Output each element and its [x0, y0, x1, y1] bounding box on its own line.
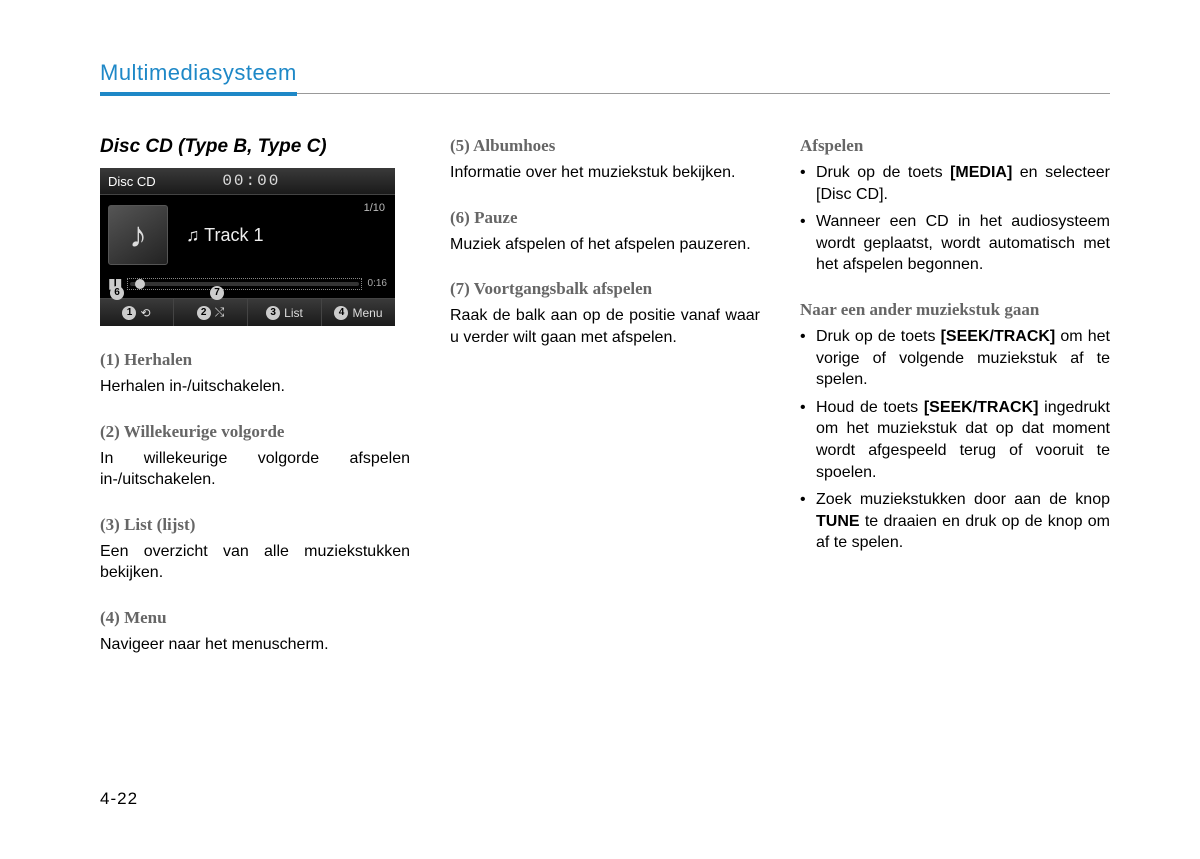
- afspelen-item-1: Druk op de toets [MEDIA] en selecteer [D…: [800, 162, 1110, 205]
- naar-item-1: Druk op de toets [SEEK/TRACK] om het vor…: [800, 326, 1110, 391]
- naar-heading: Naar een ander muziekstuk gaan: [800, 300, 1110, 320]
- music-note-icon: ♪: [129, 214, 147, 256]
- progress-row: ▮▮ 0:16: [100, 271, 395, 298]
- list-button: 3 List: [248, 299, 322, 326]
- page-header: Multimediasysteem: [100, 60, 1110, 96]
- legend-5-heading: (5) Albumhoes: [450, 136, 760, 156]
- callout-6: 6: [110, 286, 124, 300]
- legend-3-heading: (3) List (lijst): [100, 515, 410, 535]
- legend-2-heading: (2) Willekeurige volgorde: [100, 422, 410, 442]
- shuffle-button: 2 ⤭: [174, 299, 248, 326]
- shuffle-icon: ⤭: [215, 305, 225, 320]
- screenshot-bottombar: 1 ⟲ 2 ⤭ 3 List 4 Menu: [100, 298, 395, 326]
- naar-item-2: Houd de toets [SEEK/TRACK] ingedrukt om …: [800, 397, 1110, 483]
- manual-page: Multimediasysteem Disc CD (Type B, Type …: [0, 0, 1200, 696]
- menu-button: 4 Menu: [322, 299, 395, 326]
- legend-6-text: Muziek afspelen of het afspelen pauzeren…: [450, 234, 760, 256]
- legend-3-text: Een overzicht van alle muziekstukken bek…: [100, 541, 410, 584]
- progress-bar-container: [127, 278, 361, 290]
- disc-cd-screenshot: 5 6 7 Disc CD 00:00 1/10 ♪ ♫ Track 1 ▮▮: [100, 168, 395, 326]
- legend-6-heading: (6) Pauze: [450, 208, 760, 228]
- progress-knob: [135, 279, 145, 289]
- column-2: (5) Albumhoes Informatie over het muziek…: [450, 136, 760, 656]
- repeat-button: 1 ⟲: [100, 299, 174, 326]
- clock: 00:00: [222, 172, 280, 190]
- legend-7-heading: (7) Voortgangsbalk afspelen: [450, 279, 760, 299]
- header-rule: [297, 93, 1110, 94]
- track-count: 1/10: [364, 202, 385, 214]
- column-1: Disc CD (Type B, Type C) 5 6 7 Disc CD 0…: [100, 136, 410, 656]
- callout-7: 7: [210, 286, 224, 300]
- naar-list: Druk op de toets [SEEK/TRACK] om het vor…: [800, 326, 1110, 554]
- afspelen-item-2: Wanneer een CD in het audiosysteem wordt…: [800, 211, 1110, 276]
- source-label: Disc CD: [108, 174, 156, 189]
- screenshot-middle: ♪ ♫ Track 1: [100, 195, 395, 271]
- afspelen-heading: Afspelen: [800, 136, 1110, 156]
- duration: 0:16: [368, 278, 387, 289]
- naar-item-3: Zoek muziekstukken door aan de knop TUNE…: [800, 489, 1110, 554]
- screenshot-topbar: Disc CD 00:00: [100, 168, 395, 195]
- legend-5-text: Informatie over het muziekstuk bekijken.: [450, 162, 760, 184]
- menu-label: Menu: [352, 306, 382, 320]
- legend-2-text: In willekeurige volgorde afspelen in-/ui…: [100, 448, 410, 491]
- list-label: List: [284, 306, 303, 320]
- callout-2: 2: [197, 306, 211, 320]
- legend-4-text: Navigeer naar het menuscherm.: [100, 634, 410, 656]
- repeat-icon: ⟲: [140, 306, 150, 320]
- callout-1: 1: [122, 306, 136, 320]
- page-number: 4-22: [100, 789, 138, 809]
- legend-1-heading: (1) Herhalen: [100, 350, 410, 370]
- section-title: Disc CD (Type B, Type C): [100, 136, 410, 158]
- content-columns: Disc CD (Type B, Type C) 5 6 7 Disc CD 0…: [100, 136, 1110, 656]
- legend-4-heading: (4) Menu: [100, 608, 410, 628]
- track-title: ♫ Track 1: [186, 225, 264, 246]
- callout-3: 3: [266, 306, 280, 320]
- album-art: ♪: [108, 205, 168, 265]
- callout-4: 4: [334, 306, 348, 320]
- afspelen-list: Druk op de toets [MEDIA] en selecteer [D…: [800, 162, 1110, 276]
- legend-7-text: Raak de balk aan op de positie vanaf waa…: [450, 305, 760, 348]
- column-3: Afspelen Druk op de toets [MEDIA] en sel…: [800, 136, 1110, 656]
- chapter-title: Multimediasysteem: [100, 60, 297, 96]
- legend-1-text: Herhalen in-/uitschakelen.: [100, 376, 410, 398]
- progress-bar: [130, 282, 358, 286]
